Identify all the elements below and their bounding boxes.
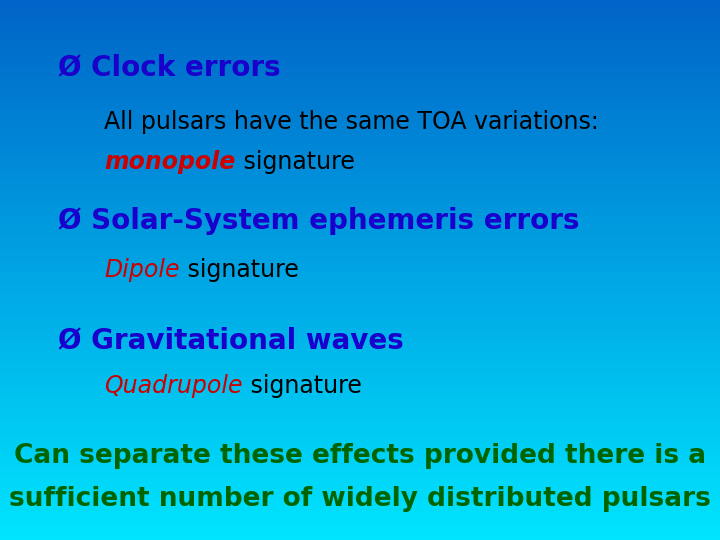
Text: Can separate these effects provided there is a: Can separate these effects provided ther… [14,443,706,469]
Text: sufficient number of widely distributed pulsars: sufficient number of widely distributed … [9,487,711,512]
Text: All pulsars have the same TOA variations:: All pulsars have the same TOA variations… [104,110,599,133]
Text: signature: signature [243,374,361,398]
Text: signature: signature [180,258,299,282]
Text: monopole: monopole [104,150,235,174]
Text: Ø Gravitational waves: Ø Gravitational waves [58,326,403,354]
Text: signature: signature [235,150,354,174]
Text: Quadrupole: Quadrupole [104,374,243,398]
Text: Ø Clock errors: Ø Clock errors [58,53,280,82]
Text: Dipole: Dipole [104,258,180,282]
Text: Ø Solar-System ephemeris errors: Ø Solar-System ephemeris errors [58,207,579,235]
